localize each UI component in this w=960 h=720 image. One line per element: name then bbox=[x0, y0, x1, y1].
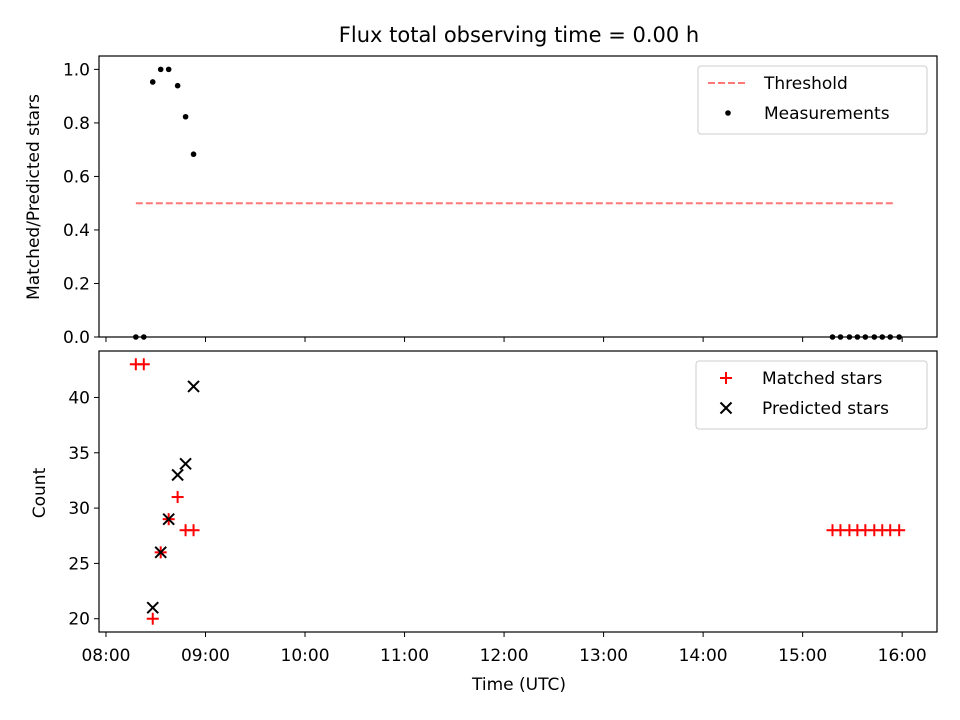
legend-label: Measurements bbox=[764, 104, 890, 124]
bottom-y-tick-label: 20 bbox=[68, 610, 90, 630]
legend-label: Threshold bbox=[763, 74, 848, 94]
top-y-tick-label: 0.4 bbox=[63, 221, 90, 241]
data-point bbox=[171, 468, 184, 482]
data-point bbox=[137, 358, 150, 371]
top-panel: 0.0 0.2 0.4 0.6 0.8 1.0 Threshold Measurements bbox=[63, 55, 938, 348]
x-tick-label: 14:00 bbox=[679, 646, 728, 666]
bottom-y-tick-label: 40 bbox=[68, 388, 90, 408]
x-tick-label: 12:00 bbox=[480, 646, 529, 666]
data-point-b bbox=[154, 546, 167, 559]
top-legend: Threshold Measurements bbox=[697, 65, 928, 135]
data-point-b bbox=[187, 380, 200, 393]
legend-marker bbox=[719, 401, 733, 415]
legend-marker bbox=[720, 372, 732, 384]
top-y-tick-label: 1.0 bbox=[63, 60, 90, 80]
x-tick-label: 11:00 bbox=[380, 646, 429, 666]
data-point bbox=[146, 601, 159, 614]
data-point bbox=[154, 546, 167, 559]
legend-label: Predicted stars bbox=[762, 399, 889, 419]
top-y-tick-label: 0.8 bbox=[63, 114, 90, 134]
legend-marker-b bbox=[719, 401, 733, 415]
data-point bbox=[190, 151, 197, 158]
top-y-axis-label: Matched/Predicted stars bbox=[24, 94, 44, 300]
data-point bbox=[179, 457, 192, 471]
data-point bbox=[187, 524, 200, 537]
x-tick-label: 08:00 bbox=[81, 646, 130, 666]
data-point-b bbox=[162, 512, 175, 526]
bottom-series-predicted-stars bbox=[146, 380, 200, 614]
chart-title: Flux total observing time = 0.00 h bbox=[339, 23, 699, 47]
data-point bbox=[165, 66, 172, 73]
data-point bbox=[893, 524, 906, 537]
top-y-tick-label: 0.6 bbox=[63, 167, 90, 187]
legend-marker bbox=[725, 110, 731, 116]
x-tick-label: 16:00 bbox=[878, 646, 927, 666]
data-point bbox=[146, 612, 159, 625]
x-axis-label: Time (UTC) bbox=[471, 675, 566, 695]
bottom-y-axis-label: Count bbox=[30, 467, 50, 518]
legend-box bbox=[697, 65, 928, 135]
legend-box bbox=[695, 360, 928, 430]
data-point-b bbox=[179, 457, 192, 471]
data-point bbox=[182, 113, 189, 120]
top-axes-frame bbox=[98, 55, 938, 338]
data-point bbox=[157, 66, 164, 73]
x-tick-label: 15:00 bbox=[778, 646, 827, 666]
top-y-tick-label: 0.2 bbox=[63, 274, 90, 294]
bottom-y-tick-label: 35 bbox=[68, 444, 90, 464]
bottom-axes-frame bbox=[98, 350, 938, 633]
data-point bbox=[174, 82, 181, 89]
bottom-y-tick-label: 30 bbox=[68, 499, 90, 519]
data-point bbox=[162, 512, 175, 526]
bottom-y-tick-label: 25 bbox=[68, 554, 90, 574]
bottom-legend: Matched stars Predicted stars bbox=[695, 360, 928, 430]
data-point bbox=[187, 380, 200, 393]
legend-label: Matched stars bbox=[762, 369, 882, 389]
x-tick-label: 13:00 bbox=[579, 646, 628, 666]
data-point-b bbox=[146, 601, 159, 614]
data-point bbox=[149, 79, 156, 85]
data-point-b bbox=[171, 468, 184, 482]
data-point bbox=[171, 491, 184, 504]
x-tick-label: 09:00 bbox=[181, 646, 230, 666]
x-tick-label: 10:00 bbox=[281, 646, 330, 666]
bottom-series-matched-stars bbox=[129, 358, 906, 625]
bottom-panel: 20 25 30 35 40 08:00 09:00 10:00 11:00 12:00 13:00… bbox=[68, 350, 938, 666]
top-y-tick-label: 0.0 bbox=[63, 328, 90, 348]
